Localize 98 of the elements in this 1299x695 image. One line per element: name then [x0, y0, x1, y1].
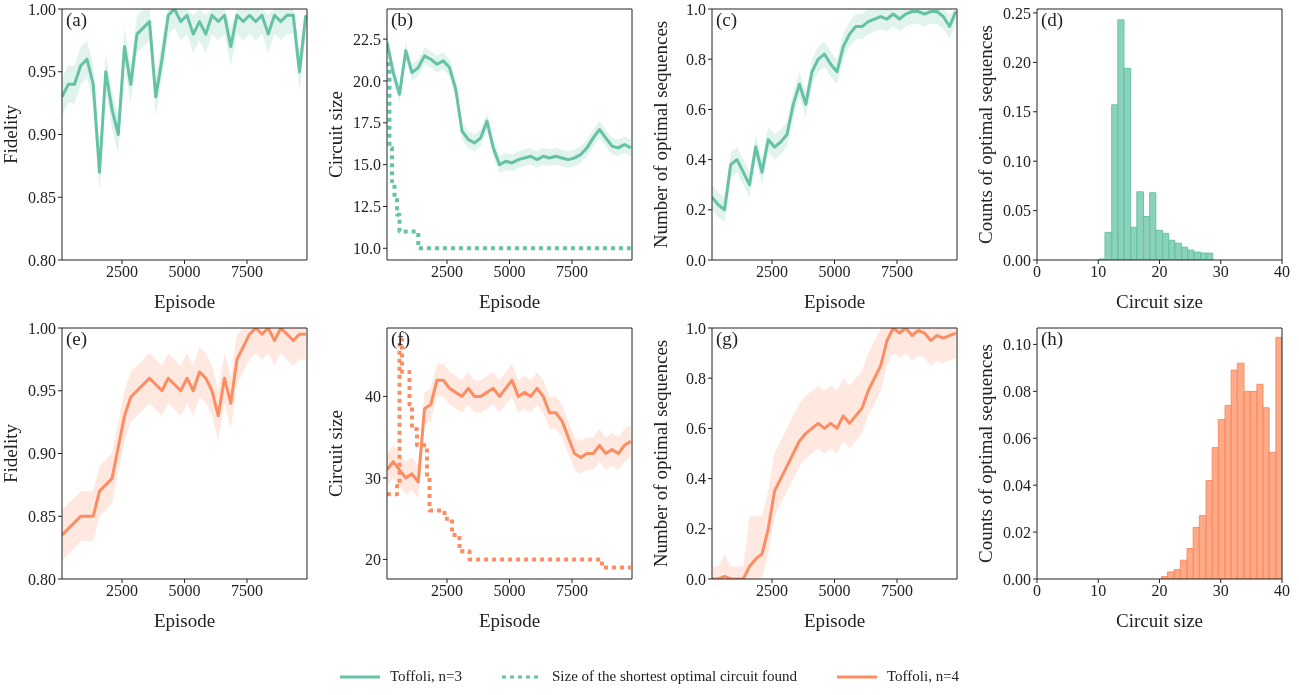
y-axis-title: Circuit size: [324, 409, 346, 498]
y-tick-label: 1.0: [686, 0, 706, 18]
x-tick-label: 0: [1033, 582, 1041, 600]
y-tick-label: 0.80: [28, 251, 56, 269]
y-tick-label: 20: [365, 551, 381, 569]
x-axis-title: Circuit size: [1115, 291, 1204, 312]
y-tick-label: 0.6: [686, 101, 706, 119]
y-tick-label: 0.80: [28, 570, 56, 588]
x-tick-label: 7500: [556, 582, 588, 600]
x-tick-label: 30: [1212, 263, 1229, 281]
x-tick-label: 40: [1274, 582, 1290, 600]
y-tick-label: 0.90: [28, 126, 56, 144]
y-tick-label: 22.5: [353, 30, 381, 48]
x-tick-label: 2500: [756, 263, 788, 281]
y-tick-label: 0.2: [686, 201, 706, 219]
chart-title: (c): [716, 9, 738, 31]
y-tick-label: 0.0: [686, 251, 706, 269]
y-tick-label: 0.85: [28, 188, 56, 206]
chart-title: (e): [66, 328, 88, 350]
x-tick-label: 2500: [756, 582, 788, 600]
y-tick-label: 1.00: [28, 0, 56, 18]
x-tick-label: 7500: [881, 582, 913, 600]
y-tick-label: 30: [365, 469, 381, 487]
legend-label: Toffoli, n=3: [389, 668, 463, 685]
y-axis-title: Number of optimal sequences: [649, 20, 671, 249]
x-tick-label: 7500: [556, 263, 588, 281]
x-tick-label: 30: [1212, 582, 1229, 600]
legend-label: Size of the shortest optimal circuit found: [552, 668, 797, 685]
y-tick-label: 40: [365, 388, 381, 406]
y-axis-title: Counts of optimal sequences: [974, 344, 996, 563]
x-tick-label: 5000: [818, 263, 851, 281]
x-tick-label: 5000: [493, 263, 526, 281]
x-tick-label: 5000: [818, 582, 851, 600]
y-tick-label: 20.0: [353, 72, 381, 90]
y-tick-label: 10.0: [353, 239, 381, 257]
y-tick-label: 0.95: [28, 382, 56, 400]
x-tick-label: 5000: [493, 582, 526, 600]
chart-title: (d): [1041, 9, 1064, 31]
x-tick-label: 5000: [168, 263, 201, 281]
y-tick-label: 0.00: [1003, 251, 1031, 269]
y-tick-label: 0.85: [28, 507, 56, 525]
y-tick-label: 17.5: [353, 114, 381, 132]
y-tick-label: 0.4: [686, 470, 706, 488]
y-tick-label: 0.20: [1003, 54, 1031, 72]
y-tick-label: 0.8: [686, 369, 706, 387]
y-tick-label: 1.0: [686, 319, 706, 337]
y-tick-label: 0.08: [1003, 383, 1031, 401]
chart-title: (f): [391, 328, 410, 350]
y-axis-title: Counts of optimal sequences: [974, 25, 996, 244]
x-tick-label: 40: [1274, 263, 1290, 281]
x-tick-label: 10: [1090, 582, 1107, 600]
chart-title: (a): [66, 9, 88, 31]
y-tick-label: 0.4: [686, 151, 706, 169]
x-tick-label: 10: [1090, 263, 1107, 281]
y-tick-label: 0.15: [1003, 103, 1031, 121]
x-tick-label: 2500: [431, 263, 463, 281]
x-axis-title: Episode: [803, 610, 866, 631]
chart-title: (g): [716, 328, 739, 350]
y-axis-title: Fidelity: [0, 104, 21, 165]
y-tick-label: 0.02: [1003, 523, 1031, 541]
x-tick-label: 7500: [881, 263, 913, 281]
chart-title: (b): [391, 9, 414, 31]
y-tick-label: 0.90: [28, 445, 56, 463]
y-tick-label: 0.10: [1003, 152, 1031, 170]
y-tick-label: 0.00: [1003, 570, 1031, 588]
y-tick-label: 0.06: [1003, 429, 1031, 447]
y-tick-label: 0.25: [1003, 4, 1031, 22]
x-tick-label: 7500: [231, 263, 263, 281]
y-tick-label: 0.10: [1003, 336, 1031, 354]
x-tick-label: 2500: [431, 582, 463, 600]
x-tick-label: 2500: [106, 582, 138, 600]
y-axis-title: Fidelity: [0, 423, 21, 484]
legend-label: Toffoli, n=4: [886, 668, 960, 685]
x-axis-title: Episode: [153, 291, 216, 312]
x-tick-label: 7500: [231, 582, 263, 600]
x-tick-label: 5000: [168, 582, 201, 600]
x-axis-title: Episode: [478, 291, 541, 312]
y-tick-label: 0.05: [1003, 202, 1031, 220]
x-tick-label: 20: [1151, 582, 1168, 600]
y-tick-label: 12.5: [353, 198, 381, 216]
y-tick-label: 0.2: [686, 520, 706, 538]
x-tick-label: 0: [1033, 263, 1041, 281]
y-tick-label: 15.0: [353, 156, 381, 174]
x-axis-title: Circuit size: [1115, 610, 1204, 631]
y-tick-label: 0.8: [686, 50, 706, 68]
y-tick-label: 0.04: [1003, 476, 1031, 494]
x-tick-label: 20: [1151, 263, 1168, 281]
x-axis-title: Episode: [153, 610, 216, 631]
x-axis-title: Episode: [803, 291, 866, 312]
y-tick-label: 0.0: [686, 570, 706, 588]
x-axis-title: Episode: [478, 610, 541, 631]
chart-title: (h): [1041, 328, 1064, 350]
y-tick-label: 0.6: [686, 420, 706, 438]
y-tick-label: 0.95: [28, 63, 56, 81]
y-axis-title: Circuit size: [324, 90, 346, 179]
y-axis-title: Number of optimal sequences: [649, 339, 671, 568]
y-tick-label: 1.00: [28, 319, 56, 337]
x-tick-label: 2500: [106, 263, 138, 281]
